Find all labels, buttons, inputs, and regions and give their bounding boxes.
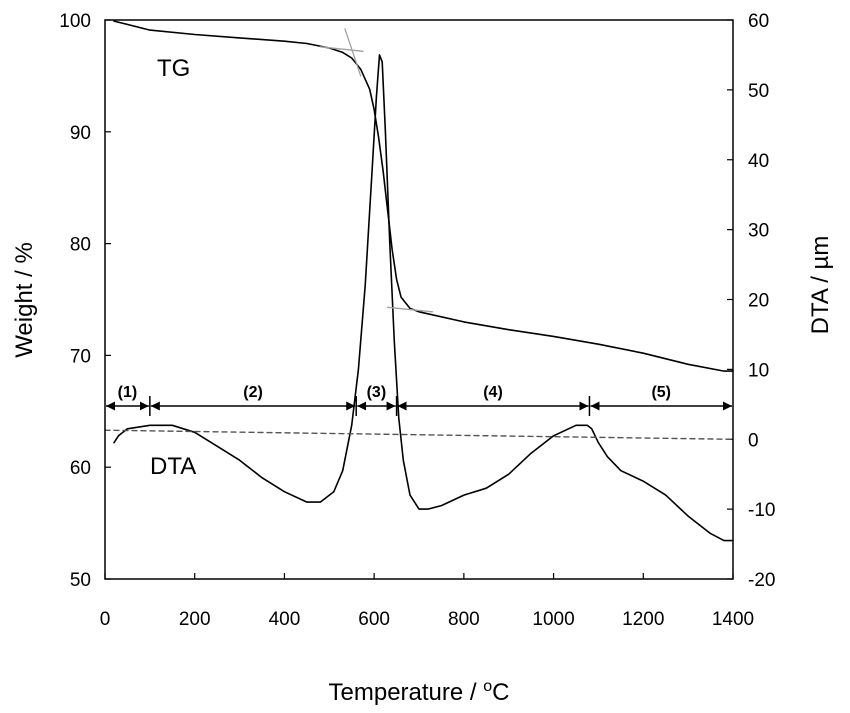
x-axis-title-unit: C — [492, 679, 509, 706]
y-right-tick-label: -20 — [748, 570, 775, 591]
x-axis-title-main: Temperature — [329, 679, 464, 706]
ticks-layer: 0 200 400 600 800 1000 1200 14005060708090100-2… — [59, 11, 775, 630]
x-tick-label: 1000 — [532, 609, 574, 630]
y-left-tick-label: 60 — [70, 458, 91, 479]
plot-frame — [104, 19, 734, 580]
region-label: (2) — [243, 384, 263, 401]
series-dta-line — [113, 54, 734, 542]
y-right-tick-label: 10 — [748, 360, 769, 381]
series-tg-onset-tangent-pre-line — [319, 46, 364, 52]
x-axis-title-sep: / — [463, 679, 483, 706]
series-tg-endset-tangent-line — [386, 306, 434, 313]
x-tick-label: 1200 — [622, 609, 664, 630]
regions-layer: (1) (2) (3) (4) (5) — [106, 384, 732, 416]
x-axis-title-degree: o — [483, 678, 492, 695]
series-layer — [104, 20, 734, 542]
x-axis-title: Temperature / oC — [329, 678, 510, 706]
y-left-axis-title: Weight / % — [11, 242, 38, 358]
region-label: (1) — [118, 384, 138, 401]
y-left-tick-label: 100 — [59, 11, 91, 32]
y-right-tick-label: 30 — [748, 221, 769, 242]
y-left-tick-label: 50 — [70, 570, 91, 591]
y-right-tick-label: 50 — [748, 81, 769, 102]
y-left-tick-label: 80 — [70, 235, 91, 256]
y-left-tick-label: 70 — [70, 346, 91, 367]
x-tick-label: 400 — [269, 609, 301, 630]
y-right-tick-label: 20 — [748, 291, 769, 312]
x-tick-label: 600 — [358, 609, 390, 630]
y-right-tick-label: -10 — [748, 500, 775, 521]
dta-label: DTA — [150, 453, 196, 480]
y-right-axis-title: DTA / µm — [807, 236, 834, 335]
x-tick-label: 200 — [179, 609, 211, 630]
series-tg-line — [113, 20, 734, 372]
x-tick-label: 0 — [100, 609, 111, 630]
y-right-tick-label: 60 — [748, 11, 769, 32]
region-label: (5) — [651, 384, 671, 401]
series-tg-onset-tangent-steep-line — [344, 28, 362, 77]
y-left-tick-label: 90 — [70, 123, 91, 144]
x-tick-label: 800 — [448, 609, 480, 630]
x-tick-label: 1400 — [712, 609, 754, 630]
region-label: (4) — [483, 384, 503, 401]
region-label: (3) — [367, 384, 387, 401]
series-dta-baseline-line — [104, 429, 734, 440]
y-right-tick-label: 40 — [748, 151, 769, 172]
y-right-tick-label: 0 — [748, 430, 759, 451]
tg-label: TG — [157, 55, 190, 82]
